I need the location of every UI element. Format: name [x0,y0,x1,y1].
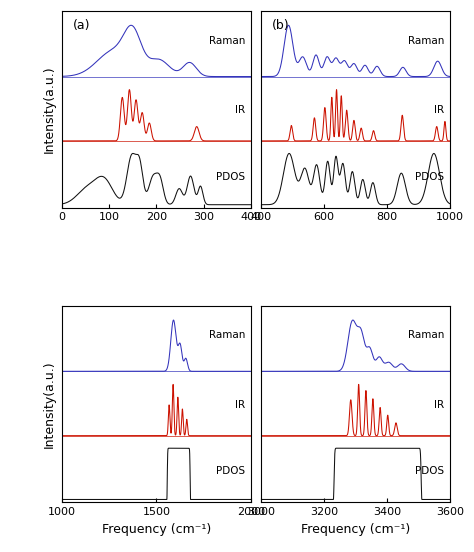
Text: IR: IR [236,105,246,115]
Text: PDOS: PDOS [416,172,445,182]
Text: IR: IR [435,400,445,410]
X-axis label: Frequency (cm⁻¹): Frequency (cm⁻¹) [102,523,211,536]
Text: (a): (a) [73,19,91,32]
Text: IR: IR [236,400,246,410]
Text: Raman: Raman [209,36,246,46]
Y-axis label: Intensity(a.u.): Intensity(a.u.) [43,66,56,153]
Text: Raman: Raman [209,331,246,341]
Y-axis label: Intensity(a.u.): Intensity(a.u.) [43,360,56,448]
X-axis label: Frequency (cm⁻¹): Frequency (cm⁻¹) [301,523,410,536]
Text: (b): (b) [272,19,290,32]
Text: PDOS: PDOS [217,466,246,476]
Text: PDOS: PDOS [217,172,246,182]
Text: PDOS: PDOS [416,466,445,476]
Text: IR: IR [435,105,445,115]
Text: Raman: Raman [408,331,445,341]
Text: Raman: Raman [408,36,445,46]
